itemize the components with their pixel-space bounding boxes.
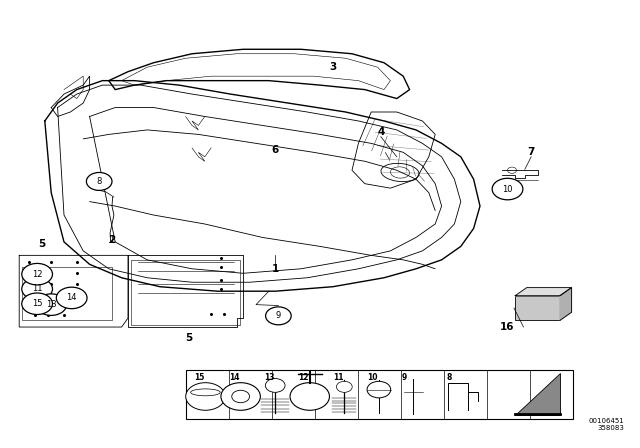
Circle shape [232, 390, 250, 403]
Text: 16: 16 [500, 322, 515, 332]
Text: 1: 1 [271, 264, 279, 274]
Polygon shape [560, 288, 572, 320]
Text: 3: 3 [329, 62, 337, 72]
Circle shape [367, 381, 390, 398]
Circle shape [36, 294, 67, 315]
Polygon shape [515, 373, 560, 415]
Text: 2: 2 [108, 235, 116, 245]
Text: 10: 10 [367, 373, 378, 382]
Text: 12: 12 [298, 373, 308, 382]
Text: 9: 9 [276, 311, 281, 320]
Ellipse shape [191, 389, 220, 396]
Text: 14: 14 [67, 293, 77, 302]
Circle shape [22, 293, 52, 314]
Text: 13: 13 [264, 373, 274, 382]
Text: 5: 5 [38, 239, 45, 249]
Text: 00106451: 00106451 [588, 418, 624, 424]
Text: 15: 15 [32, 299, 42, 308]
Text: 8: 8 [447, 373, 452, 382]
Circle shape [266, 307, 291, 325]
Circle shape [492, 178, 523, 200]
Text: 7: 7 [527, 147, 535, 157]
Text: 15: 15 [194, 373, 204, 382]
Circle shape [186, 383, 225, 410]
Text: 12: 12 [32, 270, 42, 279]
Text: 11: 11 [333, 373, 343, 382]
Circle shape [266, 379, 285, 392]
Circle shape [22, 278, 52, 300]
Text: 11: 11 [32, 284, 42, 293]
Circle shape [290, 383, 330, 410]
Circle shape [337, 381, 352, 392]
Text: 10: 10 [502, 185, 513, 194]
Circle shape [86, 172, 112, 190]
Text: 4: 4 [377, 127, 385, 137]
Text: 358083: 358083 [597, 425, 624, 431]
Text: 14: 14 [229, 373, 239, 382]
Text: 9: 9 [402, 373, 407, 382]
Circle shape [56, 287, 87, 309]
Circle shape [221, 383, 260, 410]
Text: 13: 13 [46, 300, 56, 309]
FancyBboxPatch shape [515, 296, 560, 320]
Circle shape [22, 263, 52, 285]
Text: 5: 5 [185, 333, 193, 343]
Text: 8: 8 [97, 177, 102, 186]
Polygon shape [515, 288, 572, 296]
Text: 6: 6 [271, 145, 279, 155]
